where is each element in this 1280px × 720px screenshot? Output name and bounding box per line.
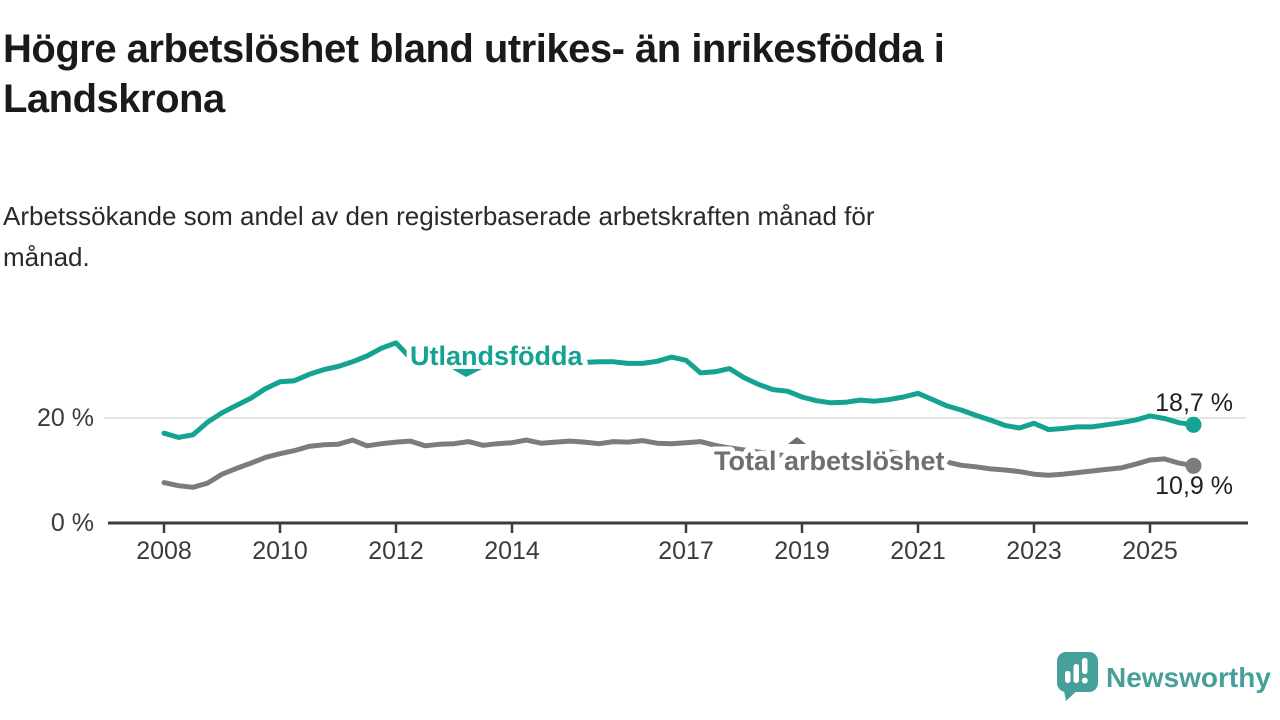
- end-value-label-total: 10,9 %: [1155, 472, 1233, 500]
- x-tick-label-2021: 2021: [890, 537, 946, 565]
- logo-exclamation-bar-icon: [1082, 658, 1088, 674]
- newsworthy-logo-icon: [1057, 652, 1098, 701]
- x-tick-label-2019: 2019: [774, 537, 830, 565]
- x-tick-label-2023: 2023: [1006, 537, 1062, 565]
- chart-subtitle-line2: månad.: [3, 242, 90, 272]
- newsworthy-logo: Newsworthy: [1057, 652, 1271, 701]
- x-tick-label-2012: 2012: [368, 537, 424, 565]
- x-tick-label-2010: 2010: [252, 537, 308, 565]
- series-label-total-arbetsloshet: Total arbetslöshet: [714, 446, 945, 476]
- x-tick-label-2008: 2008: [136, 537, 192, 565]
- series-layer: [161, 340, 1202, 490]
- end-value-label-utlandsfodda: 18,7 %: [1155, 389, 1233, 417]
- page-title-line2: Landskrona: [3, 77, 225, 121]
- y-tick-label-0: 0 %: [51, 509, 94, 537]
- x-tick-label-2025: 2025: [1122, 537, 1178, 565]
- logo-exclamation-dot-icon: [1081, 677, 1088, 684]
- x-axis-ticks: [162, 523, 1152, 533]
- logo-bubble-tail: [1063, 686, 1082, 701]
- end-dot-utlandsfodda: [1185, 416, 1202, 433]
- utlandsfodda-pointer-icon: [452, 369, 482, 377]
- chart-subtitle: Arbetssökande som andel av den registerb…: [3, 196, 1213, 278]
- series-label-utlandsfodda: Utlandsfödda: [410, 341, 583, 371]
- line-total-arbetsloshet: [161, 437, 1196, 490]
- page-title-line1: Högre arbetslöshet bland utrikes- än inr…: [3, 27, 945, 71]
- x-tick-label-2017: 2017: [658, 537, 714, 565]
- y-tick-label-20: 20 %: [37, 404, 94, 432]
- x-tick-label-2014: 2014: [484, 537, 540, 565]
- total-arbetsloshet-pointer-icon: [788, 437, 806, 444]
- newsworthy-wordmark: Newsworthy: [1106, 662, 1271, 693]
- logo-bar-tall-icon: [1073, 664, 1079, 683]
- logo-bar-small-icon: [1065, 671, 1071, 683]
- chart-subtitle-line1: Arbetssökande som andel av den registerb…: [3, 201, 875, 231]
- end-dot-total-arbetsloshet: [1185, 457, 1202, 474]
- page-title: Högre arbetslöshet bland utrikes- än inr…: [3, 24, 1213, 124]
- line-utlandsfodda: [161, 340, 1196, 440]
